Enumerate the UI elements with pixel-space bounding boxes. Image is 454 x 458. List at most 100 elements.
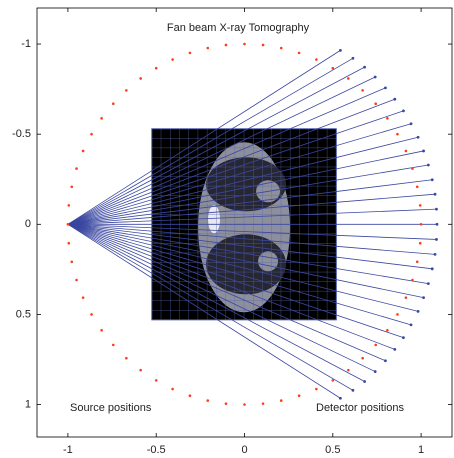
- source-position: [82, 150, 85, 153]
- source-position: [386, 117, 389, 120]
- source-position: [139, 369, 142, 372]
- detector-point: [393, 348, 396, 351]
- source-position: [243, 43, 246, 46]
- source-position: [75, 279, 78, 282]
- source-position: [411, 167, 414, 170]
- source-position: [70, 186, 73, 189]
- detector-point: [431, 267, 434, 270]
- x-tick-label: -1: [63, 444, 73, 456]
- source-position: [361, 89, 364, 92]
- detector-point: [417, 136, 420, 139]
- source-position: [405, 150, 408, 153]
- source-position: [225, 402, 228, 405]
- source-position: [386, 329, 389, 332]
- detector-point: [384, 86, 387, 89]
- detector-point: [339, 49, 342, 52]
- source-position: [171, 388, 174, 391]
- annotation: Source positions: [70, 402, 152, 414]
- detector-point: [422, 296, 425, 299]
- chart-title: Fan beam X-ray Tomography: [167, 22, 310, 34]
- detector-point: [431, 178, 434, 181]
- source-position: [90, 133, 93, 136]
- x-tick-label: -0.5: [147, 444, 166, 456]
- source-position: [411, 279, 414, 282]
- detector-point: [410, 323, 413, 326]
- source-position: [416, 186, 419, 189]
- source-position: [206, 47, 209, 50]
- source-position: [225, 44, 228, 47]
- source-position: [67, 242, 70, 245]
- detector-point: [374, 370, 377, 373]
- source-position: [280, 399, 283, 402]
- detector-point: [363, 380, 366, 383]
- source-position: [419, 242, 422, 245]
- detector-point: [435, 208, 438, 211]
- source-position: [155, 379, 158, 382]
- detector-point: [427, 164, 430, 167]
- source-position: [125, 89, 128, 92]
- detector-point: [402, 110, 405, 113]
- x-tick-label: 0: [241, 444, 247, 456]
- source-position: [139, 77, 142, 80]
- source-position: [374, 102, 377, 105]
- source-position: [405, 296, 408, 299]
- source-position: [100, 117, 103, 120]
- detector-point: [434, 193, 437, 196]
- detector-point: [434, 253, 437, 256]
- source-position: [420, 223, 423, 226]
- source-position: [280, 47, 283, 50]
- source-position: [75, 167, 78, 170]
- detector-point: [393, 98, 396, 101]
- source-position: [315, 58, 318, 61]
- detector-point: [363, 66, 366, 69]
- source-position: [416, 260, 419, 263]
- source-position: [243, 403, 246, 406]
- source-position: [90, 313, 93, 316]
- source-position: [374, 344, 377, 347]
- source-position: [331, 379, 334, 382]
- source-position: [155, 67, 158, 70]
- y-tick-label: 0: [25, 218, 31, 230]
- phantom-region: [258, 251, 278, 271]
- source-position: [67, 204, 70, 207]
- source-position: [112, 344, 115, 347]
- detector-point: [352, 57, 355, 60]
- x-tick-label: 1: [418, 444, 424, 456]
- figure: Fan beam X-ray Tomography Source positio…: [0, 0, 454, 458]
- source-position: [189, 394, 192, 397]
- y-tick-label: 1: [25, 398, 31, 410]
- source-position: [396, 133, 399, 136]
- source-position: [100, 329, 103, 332]
- source-position: [206, 399, 209, 402]
- detector-point: [384, 359, 387, 362]
- source-position: [67, 223, 70, 226]
- detector-point: [422, 150, 425, 153]
- detector-point: [417, 310, 420, 313]
- phantom-region: [208, 205, 220, 233]
- detector-point: [402, 336, 405, 339]
- source-position: [171, 58, 174, 61]
- source-position: [112, 102, 115, 105]
- source-position: [125, 357, 128, 360]
- detector-point: [435, 238, 438, 241]
- source-position: [361, 357, 364, 360]
- source-position: [82, 296, 85, 299]
- source-position: [331, 67, 334, 70]
- source-position: [396, 313, 399, 316]
- source-position: [189, 52, 192, 55]
- source-position: [298, 52, 301, 55]
- source-position: [70, 260, 73, 263]
- y-tick-label: 0.5: [16, 308, 31, 320]
- source-position: [347, 369, 350, 372]
- source-position: [315, 388, 318, 391]
- source-position: [347, 77, 350, 80]
- detector-point: [427, 282, 430, 285]
- detector-point: [436, 223, 439, 226]
- x-tick-label: 0.5: [325, 444, 340, 456]
- source-position: [262, 402, 265, 405]
- detector-point: [410, 122, 413, 125]
- y-tick-label: -1: [21, 38, 31, 50]
- y-tick-label: -0.5: [12, 128, 31, 140]
- detector-point: [352, 389, 355, 392]
- source-position: [298, 394, 301, 397]
